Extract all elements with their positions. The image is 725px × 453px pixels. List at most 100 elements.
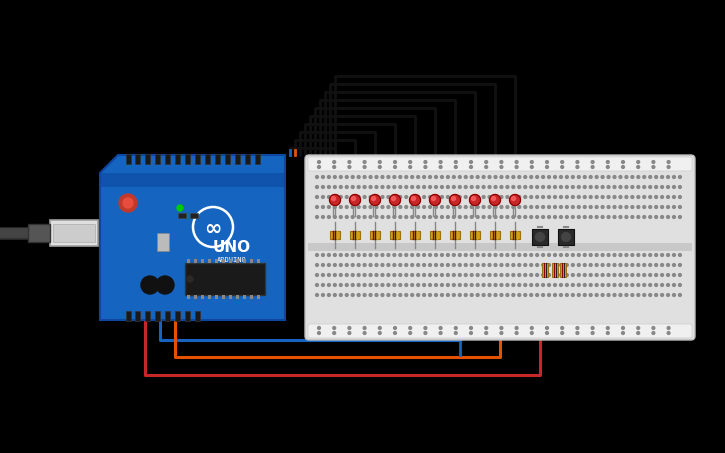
Circle shape: [476, 264, 479, 266]
Circle shape: [428, 284, 431, 286]
Circle shape: [518, 176, 521, 178]
Circle shape: [424, 327, 427, 329]
Circle shape: [547, 196, 550, 198]
Circle shape: [476, 216, 479, 218]
Circle shape: [394, 166, 397, 169]
Circle shape: [637, 216, 639, 218]
Circle shape: [381, 294, 384, 296]
Circle shape: [566, 216, 568, 218]
Bar: [330, 231, 340, 239]
Circle shape: [489, 194, 500, 206]
Circle shape: [506, 274, 509, 276]
Circle shape: [423, 216, 426, 218]
Circle shape: [334, 284, 336, 286]
Circle shape: [471, 197, 476, 201]
Circle shape: [601, 176, 604, 178]
Circle shape: [566, 186, 568, 188]
Circle shape: [393, 186, 396, 188]
Bar: [236, 154, 241, 164]
Circle shape: [631, 206, 634, 208]
Circle shape: [652, 327, 655, 329]
Circle shape: [389, 194, 400, 206]
Circle shape: [566, 206, 568, 208]
Bar: [155, 154, 160, 164]
Circle shape: [625, 254, 628, 256]
Circle shape: [500, 166, 503, 169]
Circle shape: [571, 294, 574, 296]
Bar: [190, 213, 198, 218]
Circle shape: [613, 284, 616, 286]
Circle shape: [631, 294, 634, 296]
Circle shape: [428, 206, 431, 208]
Circle shape: [394, 161, 397, 164]
Circle shape: [679, 216, 682, 218]
Circle shape: [577, 206, 580, 208]
Circle shape: [369, 176, 372, 178]
Circle shape: [589, 206, 592, 208]
Circle shape: [458, 284, 461, 286]
Circle shape: [471, 196, 473, 198]
Circle shape: [399, 196, 402, 198]
Circle shape: [607, 176, 610, 178]
Circle shape: [434, 196, 437, 198]
Bar: [209, 295, 212, 299]
Circle shape: [405, 216, 407, 218]
Bar: [215, 154, 220, 164]
Circle shape: [613, 186, 616, 188]
Bar: [558, 229, 574, 245]
Bar: [165, 311, 170, 321]
Circle shape: [399, 274, 402, 276]
Circle shape: [405, 196, 407, 198]
Circle shape: [369, 206, 372, 208]
Bar: [100, 173, 285, 187]
Circle shape: [554, 216, 556, 218]
Circle shape: [458, 254, 461, 256]
Circle shape: [399, 206, 402, 208]
Circle shape: [423, 274, 426, 276]
Circle shape: [619, 176, 622, 178]
Circle shape: [530, 264, 533, 266]
Circle shape: [357, 186, 360, 188]
Bar: [155, 311, 160, 321]
Circle shape: [394, 332, 397, 334]
Circle shape: [417, 264, 420, 266]
Circle shape: [649, 196, 652, 198]
Circle shape: [447, 216, 449, 218]
Circle shape: [660, 274, 663, 276]
Circle shape: [566, 274, 568, 276]
Circle shape: [679, 206, 682, 208]
Circle shape: [328, 196, 331, 198]
Circle shape: [399, 264, 402, 266]
Circle shape: [455, 166, 457, 169]
Circle shape: [595, 186, 598, 188]
Circle shape: [515, 327, 518, 329]
Circle shape: [387, 254, 390, 256]
Circle shape: [411, 274, 413, 276]
Circle shape: [452, 197, 455, 201]
Circle shape: [417, 186, 420, 188]
Polygon shape: [100, 155, 285, 320]
Circle shape: [363, 264, 366, 266]
Circle shape: [452, 254, 455, 256]
Circle shape: [328, 274, 331, 276]
Circle shape: [510, 194, 521, 206]
Circle shape: [423, 294, 426, 296]
Circle shape: [524, 206, 526, 208]
FancyBboxPatch shape: [305, 155, 695, 340]
Circle shape: [679, 264, 682, 266]
Circle shape: [441, 254, 444, 256]
Circle shape: [405, 264, 407, 266]
Bar: [186, 311, 191, 321]
Circle shape: [482, 264, 485, 266]
Circle shape: [547, 264, 550, 266]
Circle shape: [494, 254, 497, 256]
Circle shape: [643, 196, 646, 198]
Circle shape: [352, 264, 354, 266]
Circle shape: [660, 206, 663, 208]
Circle shape: [434, 264, 437, 266]
Circle shape: [607, 196, 610, 198]
Circle shape: [625, 176, 628, 178]
Circle shape: [536, 284, 539, 286]
Circle shape: [637, 327, 639, 329]
Circle shape: [452, 186, 455, 188]
